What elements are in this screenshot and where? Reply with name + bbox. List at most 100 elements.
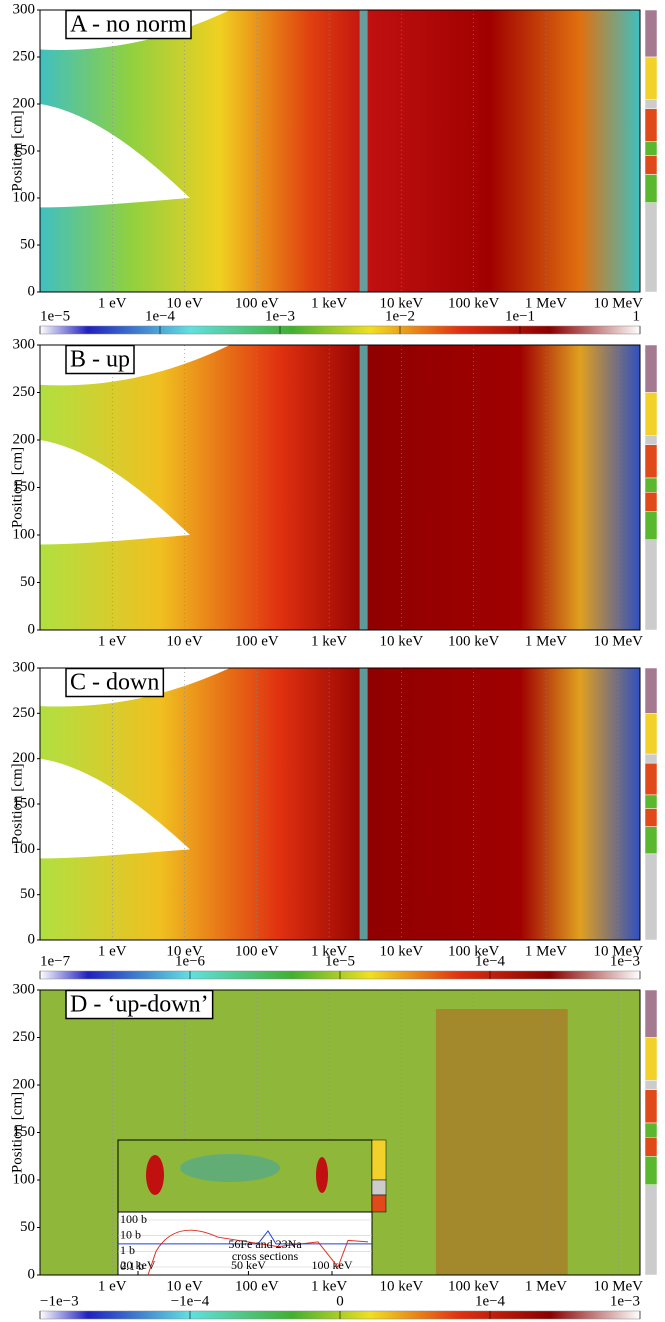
material-strip <box>644 477 658 493</box>
material-strip <box>644 1080 658 1090</box>
colorbar-tick-label: 1e−3 <box>265 308 295 324</box>
material-strip <box>644 826 658 855</box>
inset-strip <box>371 1194 387 1213</box>
x-tick-label: 1 MeV <box>525 943 567 959</box>
x-tick-label: 10 keV <box>380 1278 424 1294</box>
y-tick-label: 100 <box>13 1171 36 1187</box>
x-tick-label: 1 MeV <box>525 295 567 311</box>
title-box <box>65 667 165 698</box>
x-tick-label: 10 keV <box>380 943 424 959</box>
y-tick-label: 250 <box>13 705 36 721</box>
colorbar-tick-label: 1e−4 <box>145 308 176 324</box>
y-tick-label: 50 <box>20 886 35 902</box>
colorbar-tick-label: 1e−2 <box>385 308 415 324</box>
material-strip <box>644 1037 658 1081</box>
inset-x-label: 50 keV <box>231 1258 266 1272</box>
material-strip <box>644 141 658 156</box>
y-axis-label: Position [cm] <box>9 110 25 191</box>
x-tick-label: 1 keV <box>311 295 347 311</box>
y-tick-label: 100 <box>13 841 36 857</box>
plot-frame <box>39 667 641 941</box>
material-strip <box>644 108 658 142</box>
y-tick-label: 150 <box>13 142 36 158</box>
x-tick-label: 10 MeV <box>593 633 643 649</box>
colorbar-tick-label: 1e−4 <box>475 1293 506 1309</box>
x-tick-label: 100 eV <box>235 633 279 649</box>
material-strip <box>644 511 658 540</box>
heatmap-band <box>359 10 368 292</box>
heatmap-void <box>40 440 190 545</box>
y-axis-label: Position [cm] <box>9 763 25 844</box>
colorbar-tick-label: 1e−3 <box>610 1293 640 1309</box>
x-tick-label: 10 MeV <box>593 295 643 311</box>
heatmap-void <box>40 104 190 208</box>
x-tick-label: 10 eV <box>166 295 202 311</box>
inset-legend: 56Fe and 23Na <box>228 1237 302 1251</box>
colorbar-tick-label: 1 <box>633 308 641 324</box>
material-strip <box>644 202 658 293</box>
x-tick-label: 10 MeV <box>593 943 643 959</box>
cross-section-fe <box>147 1229 369 1276</box>
x-tick-label: 100 eV <box>235 295 279 311</box>
y-tick-label: 300 <box>13 336 36 352</box>
inset-legend: cross sections <box>232 1249 299 1263</box>
y-tick-label: 100 <box>13 526 36 542</box>
x-tick-label: 1 keV <box>311 1278 347 1294</box>
colorbar-tick-label: 1e−5 <box>40 308 70 324</box>
colorbar-tick-label: 1e−6 <box>175 953 206 969</box>
x-tick-label: 1 keV <box>311 633 347 649</box>
x-tick-label: 10 MeV <box>593 1278 643 1294</box>
colorbar-tick-label: −1e−3 <box>40 1293 79 1309</box>
material-strip <box>644 99 658 109</box>
y-tick-label: 150 <box>13 479 36 495</box>
inset-y-label: 10 b <box>120 1227 141 1241</box>
title-box <box>65 9 192 40</box>
material-strip <box>644 762 658 796</box>
material-strip <box>644 753 658 764</box>
x-tick-label: 10 eV <box>166 633 202 649</box>
x-tick-label: 10 keV <box>380 295 424 311</box>
y-tick-label: 200 <box>13 95 36 111</box>
heatmap <box>40 345 640 630</box>
y-tick-label: 300 <box>13 1 36 17</box>
colorbar-tick-label: 0 <box>336 1293 344 1309</box>
x-tick-label: 1 eV <box>98 1278 127 1294</box>
y-tick-label: 250 <box>13 384 36 400</box>
x-tick-label: 100 eV <box>235 943 279 959</box>
material-strip <box>644 1122 658 1138</box>
inset-x-label: 100 keV <box>312 1258 353 1272</box>
material-strip <box>644 174 658 203</box>
material-strip <box>644 1137 658 1157</box>
material-strip <box>644 444 658 479</box>
inset-feature <box>146 1155 164 1195</box>
y-tick-label: 150 <box>13 795 36 811</box>
heatmap-void <box>40 758 190 859</box>
x-tick-label: 100 keV <box>448 1278 499 1294</box>
material-strip <box>644 1184 658 1276</box>
colorbar-tick-label: 1e−1 <box>505 308 535 324</box>
y-tick-label: 200 <box>13 431 36 447</box>
y-tick-label: 50 <box>20 1219 35 1235</box>
x-tick-label: 1 eV <box>98 295 127 311</box>
y-axis-label: Position [cm] <box>9 1092 25 1173</box>
colorbar-tick-label: 1e−3 <box>610 953 640 969</box>
x-tick-label: 1 MeV <box>525 1278 567 1294</box>
inset-strip <box>371 1179 387 1196</box>
material-strip <box>644 713 658 755</box>
panel-title: A - no norm <box>70 12 187 38</box>
material-strip <box>644 853 658 941</box>
y-tick-label: 200 <box>13 750 36 766</box>
x-tick-label: 10 keV <box>380 633 424 649</box>
colorbar-tick-label: 1e−5 <box>325 953 355 969</box>
material-strip <box>644 539 658 631</box>
y-tick-label: 250 <box>13 1029 36 1045</box>
material-strip <box>644 435 658 445</box>
panel-title: C - down <box>70 670 159 696</box>
plot-frame <box>39 9 641 293</box>
material-strip <box>644 155 658 175</box>
cross-section-na <box>118 1230 372 1245</box>
material-strip <box>644 989 658 1038</box>
y-tick-label: 300 <box>13 659 36 675</box>
x-tick-label: 1 keV <box>311 943 347 959</box>
plot-frame <box>39 344 641 631</box>
